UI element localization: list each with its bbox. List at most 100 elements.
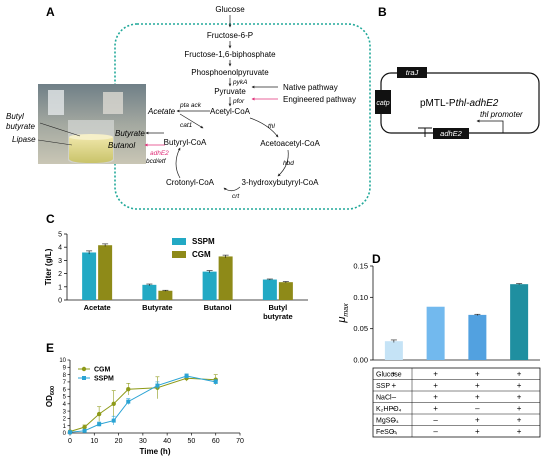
plasmid-traj: traJ [406, 68, 419, 77]
d-condition-cell: + [475, 381, 480, 390]
c-bar [142, 284, 157, 300]
d-condition-cell: – [433, 427, 438, 436]
e-x-tick-label: 40 [163, 438, 171, 445]
e-point [96, 411, 102, 417]
plasmid-traj-box [397, 67, 427, 78]
panel-label-e: E [46, 341, 54, 355]
met-acetate: Acetate [147, 107, 176, 116]
met-pyruvate: Pyruvate [214, 87, 246, 96]
c-y-tick-label: 3 [58, 258, 62, 265]
d-y-tick-label: 0.15 [353, 262, 368, 271]
d-condition-cell: + [475, 427, 480, 436]
d-condition-cell: + [517, 393, 522, 402]
c-y-tick-label: 1 [58, 284, 62, 291]
e-x-tick-label: 60 [212, 438, 220, 445]
enz-pta-ack: pta ack [179, 102, 202, 109]
e-legend-marker [82, 376, 86, 380]
c-bar [262, 279, 277, 300]
e-y-tick-label: 5 [63, 395, 67, 401]
c-bar [82, 252, 97, 300]
d-condition-cell: + [433, 370, 438, 379]
e-y-tick-label: 4 [63, 402, 67, 408]
c-bar [278, 282, 293, 300]
d-condition-cell: – [392, 416, 397, 425]
e-x-tick-label: 20 [115, 438, 123, 445]
c-legend-swatch [172, 251, 186, 258]
enz-hbd: hbd [283, 160, 294, 167]
e-series-line [69, 375, 216, 433]
c-bar [218, 256, 233, 300]
d-condition-cell: – [433, 416, 438, 425]
e-legend-marker [81, 366, 87, 372]
e-legend-label: SSPM [94, 376, 114, 383]
plasmid-promoter: thl promoter [480, 110, 523, 119]
legend-engineered: Engineered pathway [283, 95, 356, 104]
chart-c: 0 1 2 3 4 5 Titer (g/L) Acetate Butyrate Butanol B… [44, 232, 308, 321]
enz-bcd-etf: bcd/etf [146, 158, 167, 165]
d-y-tick-label: 0.05 [353, 324, 368, 333]
c-x-tick-label: Butyl [269, 303, 288, 312]
label-butyl-butyrate-1: Butyl [6, 112, 24, 121]
d-bar [426, 306, 445, 360]
d-condition-label: K₂HPO₄ [376, 406, 402, 413]
c-bar [98, 245, 113, 300]
e-y-tick-label: 1 [63, 424, 67, 430]
d-bar [510, 284, 529, 360]
e-y-tick-label: 2 [63, 417, 67, 423]
plasmid-name: pMTL-Pthl-adhE2 [420, 98, 499, 109]
enz-cat1: cat1 [180, 122, 193, 129]
d-condition-cell: + [517, 381, 522, 390]
e-point [155, 383, 160, 388]
d-condition-cell: + [517, 427, 522, 436]
e-y-tick-label: 3 [63, 409, 67, 415]
d-condition-label: FeSO₄ [376, 429, 397, 436]
e-y-tick-label: 9 [63, 366, 67, 372]
d-condition-cell: + [517, 404, 522, 413]
e-y-tick-label: 6 [63, 387, 67, 393]
d-y-tick-label: 0.00 [353, 356, 368, 365]
e-legend-label: CGM [94, 367, 111, 374]
enz-pyka: pykA [232, 79, 247, 86]
d-condition-label: NaCl [376, 395, 392, 402]
e-x-tick-label: 10 [90, 438, 98, 445]
met-butanol: Butanol [108, 141, 135, 150]
met-acetylcoa: Acetyl-CoA [210, 107, 251, 116]
d-condition-cell: + [433, 404, 438, 413]
c-y-label: Titer (g/L) [44, 248, 53, 285]
e-point [126, 399, 131, 404]
c-legend-label: SSPM [192, 237, 215, 246]
e-point [126, 387, 131, 392]
e-point [184, 374, 189, 379]
e-point [68, 430, 72, 435]
d-condition-cell: + [433, 393, 438, 402]
c-x-tick-label: butyrate [263, 312, 293, 321]
c-bar [158, 290, 173, 300]
panel-label-d: D [372, 252, 381, 266]
enz-thl: thl [268, 123, 275, 130]
e-point [82, 424, 87, 430]
panel-label-a: A [46, 5, 55, 19]
e-x-tick-label: 50 [188, 438, 196, 445]
label-lipase: Lipase [12, 135, 36, 144]
c-x-tick-label: Butyrate [142, 303, 172, 312]
met-acetoacetylcoa: Acetoacetyl-CoA [260, 139, 320, 148]
d-y-tick-label: 0.10 [353, 293, 368, 302]
d-condition-label: MgSO₄ [376, 418, 399, 425]
c-y-tick-label: 4 [58, 245, 62, 252]
met-butyrate: Butyrate [115, 129, 145, 138]
c-legend-swatch [172, 238, 186, 245]
d-condition-cell: + [475, 393, 480, 402]
met-butyrylcoa: Butyryl-CoA [164, 138, 207, 147]
d-condition-cell: – [392, 427, 397, 436]
d-condition-cell: + [475, 370, 480, 379]
d-condition-cell: + [392, 370, 397, 379]
d-condition-cell: – [392, 404, 397, 413]
d-condition-label: SSP [376, 383, 390, 390]
met-pep: Phosphoenolpyruvate [191, 68, 269, 77]
e-x-label: Time (h) [140, 447, 171, 456]
reaction-photo [38, 84, 146, 164]
plasmid-catp: catp [376, 100, 389, 107]
d-condition-label: Glucose [376, 372, 402, 379]
